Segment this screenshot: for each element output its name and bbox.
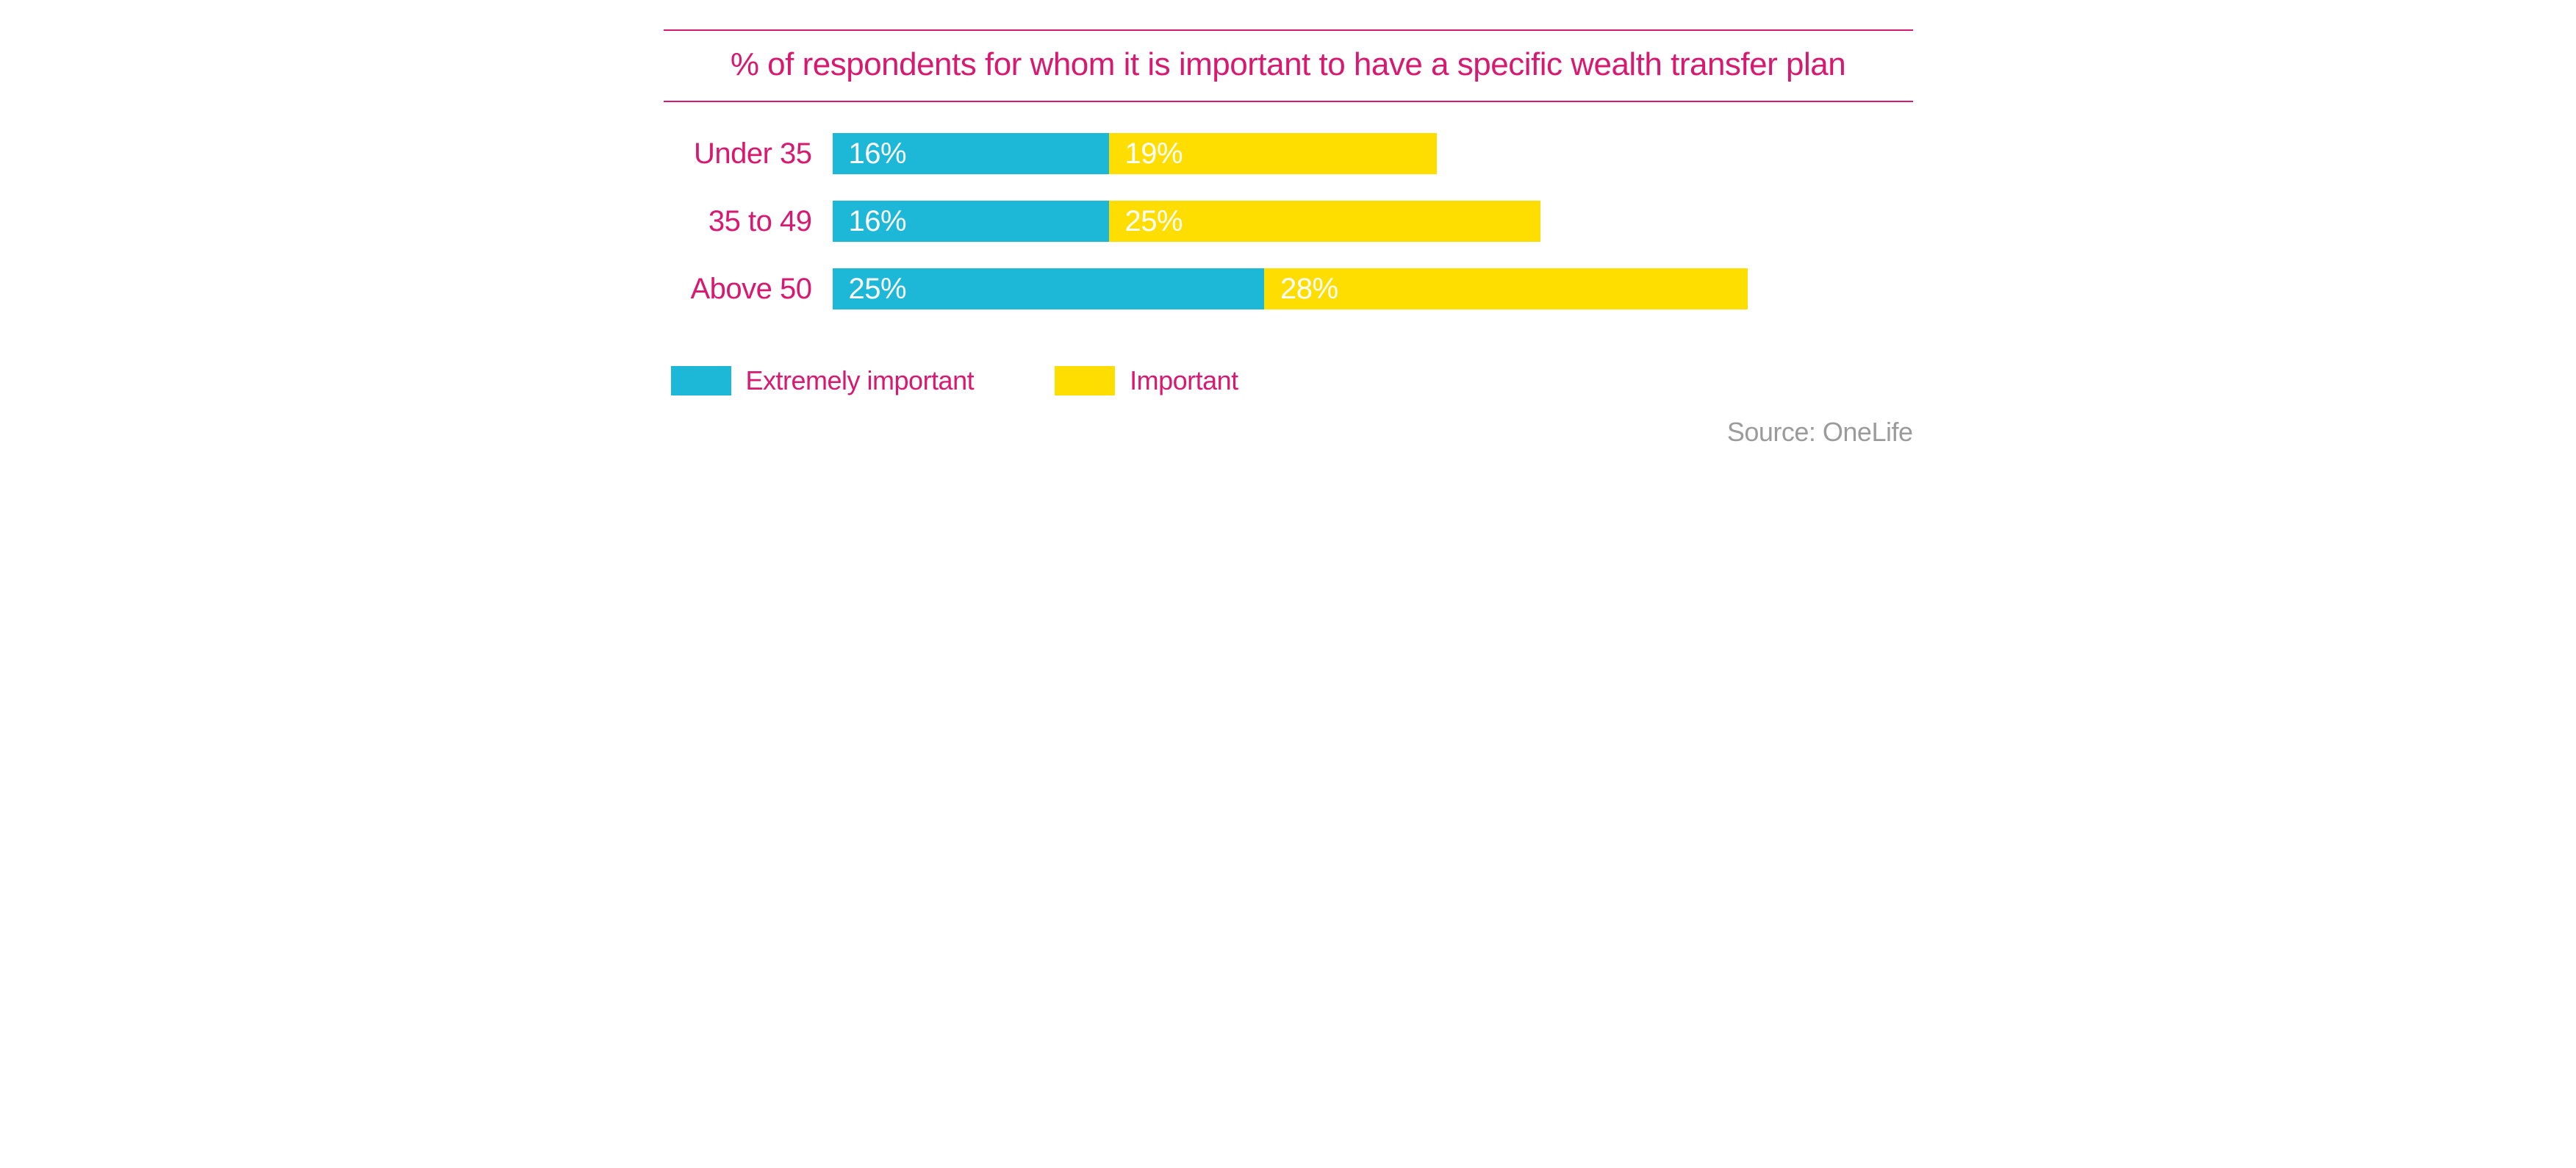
bar-segment-extremely: 25% [833,268,1265,309]
legend-swatch [1055,366,1115,395]
legend-item-extremely: Extremely important [671,365,975,396]
bar-segment-important: 19% [1109,133,1438,174]
bar-segment-extremely: 16% [833,201,1109,242]
bar-row: Under 3516%19% [664,133,1913,174]
source-label: Source: OneLife [664,417,1913,448]
legend: Extremely important Important [664,365,1913,396]
row-label: Above 50 [664,273,833,306]
legend-label: Important [1130,365,1238,396]
bar-segment-extremely: 16% [833,133,1109,174]
chart-title: % of respondents for whom it is importan… [664,44,1913,85]
chart-container: % of respondents for whom it is importan… [664,29,1913,448]
bar-rows: Under 3516%19%35 to 4916%25%Above 5025%2… [664,102,1913,358]
bar-row: 35 to 4916%25% [664,201,1913,242]
bar-segment-important: 25% [1109,201,1541,242]
bar-track: 16%19% [833,133,1913,174]
bar-track: 16%25% [833,201,1913,242]
bar-track: 25%28% [833,268,1913,309]
row-label: Under 35 [664,137,833,171]
legend-swatch [671,366,731,395]
legend-label: Extremely important [746,365,975,396]
bar-row: Above 5025%28% [664,268,1913,309]
row-label: 35 to 49 [664,205,833,238]
bar-segment-important: 28% [1264,268,1748,309]
legend-item-important: Important [1055,365,1238,396]
title-block: % of respondents for whom it is importan… [664,29,1913,102]
